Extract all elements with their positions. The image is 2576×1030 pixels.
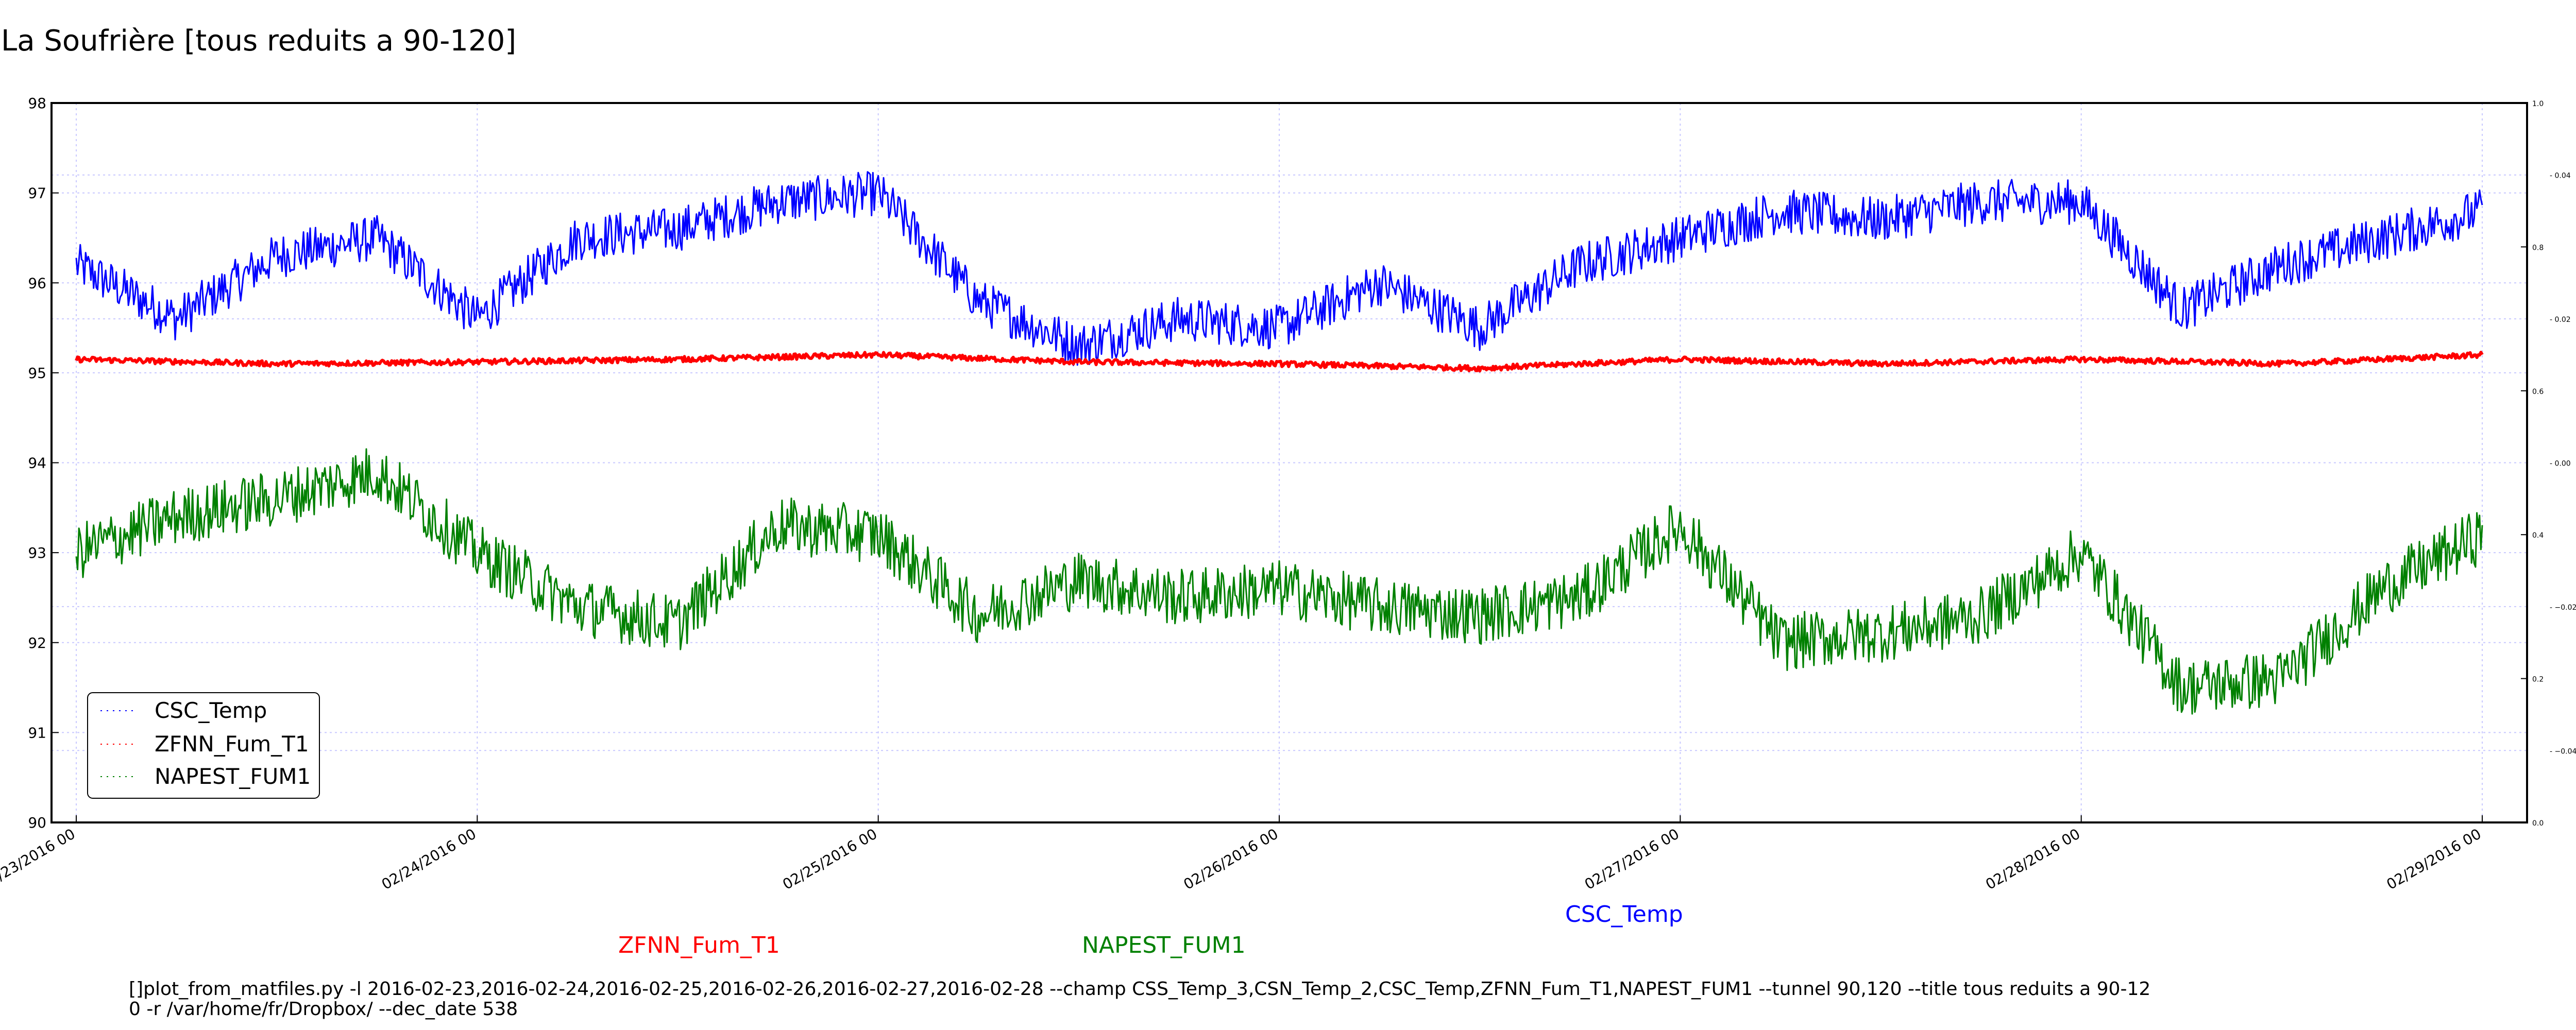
y-tick-label: 93 — [28, 544, 46, 561]
x-tick-label: 02/23/2016 00 — [0, 825, 78, 893]
legend: CSC_Temp ZFNN_Fum_T1 NAPEST_FUM1 — [87, 692, 320, 799]
x-tick-label: 02/26/2016 00 — [1181, 825, 1281, 893]
series-label-csc: CSC_Temp — [1565, 901, 1683, 928]
grid-lines — [52, 102, 2527, 823]
legend-item-csc: CSC_Temp — [100, 698, 267, 723]
legend-box — [87, 692, 320, 799]
y-axis: 90 91 92 93 94 95 96 97 98 — [28, 95, 59, 831]
chart-title: La Soufrière [tous reduits a 90-120] — [1, 24, 516, 58]
series-line-csc_temp — [75, 171, 2483, 366]
series-label-zfnn: ZFNN_Fum_T1 — [618, 932, 780, 958]
right-inner-tick-label: - 0.04 — [2550, 172, 2571, 180]
right-tick-label: 0.4 — [2532, 531, 2544, 540]
x-tick-label: 02/27/2016 00 — [1582, 825, 1682, 893]
command-line-2: 0 -r /var/home/fr/Dropbox/ --dec_date 53… — [129, 999, 518, 1020]
x-tick-label: 02/28/2016 00 — [1982, 825, 2083, 893]
right-inner-tick-label: - 0.02 — [2550, 316, 2571, 324]
y-tick-label: 95 — [28, 365, 46, 382]
x-tick-label: 02/24/2016 00 — [379, 825, 479, 893]
right-tick-label: 0.2 — [2532, 676, 2544, 684]
legend-item-zfnn: ZFNN_Fum_T1 — [100, 731, 309, 757]
legend-label-csc: CSC_Temp — [155, 698, 267, 723]
series-label-napest: NAPEST_FUM1 — [1082, 932, 1246, 958]
x-axis: 02/23/2016 00 02/24/2016 00 02/25/2016 00 0… — [0, 815, 2484, 893]
y-tick-label: 91 — [28, 724, 46, 741]
command-line-1: []plot_from_matfiles.py -l 2016-02-23,20… — [129, 978, 2150, 1000]
right-tick-label: 0.0 — [2532, 819, 2544, 828]
right-tick-label: 1.0 — [2532, 100, 2544, 108]
legend-item-napest: NAPEST_FUM1 — [100, 764, 311, 789]
legend-label-napest: NAPEST_FUM1 — [155, 764, 311, 789]
right-tick-label: 0.8 — [2532, 244, 2544, 252]
x-tick-label: 02/29/2016 00 — [2384, 825, 2484, 893]
legend-label-zfnn: ZFNN_Fum_T1 — [155, 731, 309, 757]
right-tick-label: 0.6 — [2532, 388, 2544, 396]
right-inner-tick-label: - −0.02 — [2550, 604, 2576, 612]
y-tick-label: 96 — [28, 274, 46, 291]
x-tick-label: 02/25/2016 00 — [779, 825, 880, 893]
series-layer — [75, 171, 2484, 715]
y-tick-label: 98 — [28, 95, 46, 112]
y-tick-label: 94 — [28, 455, 46, 472]
y-tick-label: 97 — [28, 185, 46, 202]
right-inner-tick-label: - 0.00 — [2550, 460, 2571, 468]
y-tick-label: 90 — [28, 814, 46, 831]
y-tick-label: 92 — [28, 634, 46, 651]
right-axis: 0.0 0.2 0.4 0.6 0.8 1.0 - −0.04 - −0.02 - 0.00 - … — [2521, 100, 2576, 828]
series-line-napest_fum1 — [75, 448, 2483, 715]
series-line-zfnn_fum_t1 — [75, 351, 2484, 373]
right-inner-tick-label: - −0.04 — [2550, 747, 2576, 756]
